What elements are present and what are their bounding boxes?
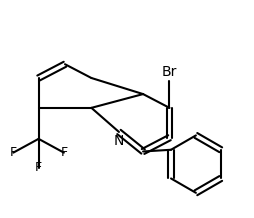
Text: N: N bbox=[114, 134, 124, 148]
Text: F: F bbox=[35, 161, 42, 174]
Text: Br: Br bbox=[162, 65, 177, 79]
Text: F: F bbox=[60, 146, 67, 159]
Text: F: F bbox=[10, 146, 17, 159]
